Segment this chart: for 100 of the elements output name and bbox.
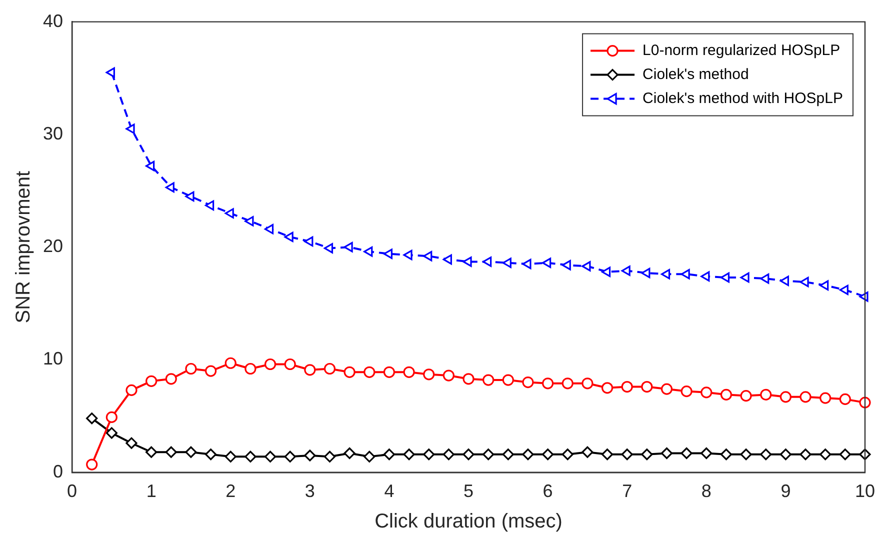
- point: [126, 384, 138, 396]
- legend-label: Ciolek's method: [642, 66, 749, 83]
- point: [800, 391, 812, 403]
- point: [442, 254, 452, 265]
- point: [244, 450, 256, 462]
- point: [780, 391, 792, 403]
- point: [641, 268, 650, 278]
- point: [185, 191, 194, 202]
- point: [185, 446, 197, 458]
- point: [204, 365, 217, 377]
- point: [204, 448, 217, 460]
- point: [780, 448, 792, 460]
- point: [204, 200, 214, 211]
- point: [760, 448, 772, 460]
- point: [364, 366, 376, 378]
- point: [562, 378, 574, 390]
- point: [859, 292, 868, 302]
- point: [324, 362, 336, 375]
- x-tick-label: 6: [542, 481, 553, 502]
- legend-label: Ciolek's method with HOSpLP: [642, 90, 843, 107]
- point: [264, 224, 274, 234]
- point: [304, 364, 316, 376]
- point: [760, 388, 772, 400]
- point: [502, 448, 514, 460]
- legend-label: L0-norm regularized HOSpLP: [642, 42, 840, 59]
- point: [680, 385, 692, 398]
- point: [582, 446, 594, 458]
- point: [324, 450, 336, 462]
- point: [126, 124, 135, 134]
- point: [482, 256, 492, 267]
- point: [502, 374, 514, 386]
- point: [760, 274, 770, 284]
- point: [522, 376, 534, 388]
- point: [562, 448, 574, 460]
- point: [800, 276, 809, 288]
- point: [165, 446, 177, 458]
- point: [820, 280, 829, 291]
- point: [165, 373, 177, 385]
- point: [820, 392, 832, 404]
- point: [344, 242, 353, 252]
- point: [344, 366, 356, 378]
- point: [859, 396, 871, 408]
- point: [700, 271, 710, 282]
- point: [502, 258, 512, 268]
- x-tick-label: 3: [304, 481, 315, 502]
- point: [423, 368, 435, 380]
- point: [700, 386, 712, 398]
- point: [582, 378, 594, 390]
- point: [601, 382, 614, 394]
- point: [621, 448, 633, 460]
- point: [740, 448, 752, 460]
- y-tick-label: 20: [42, 236, 64, 256]
- point: [621, 266, 630, 276]
- point: [542, 378, 554, 390]
- point: [264, 450, 276, 462]
- point: [324, 243, 334, 254]
- point: [601, 448, 614, 460]
- point: [601, 266, 611, 278]
- x-tick-label: 10: [854, 481, 876, 502]
- point: [680, 447, 692, 460]
- point: [284, 232, 294, 242]
- point: [740, 272, 750, 283]
- point: [224, 450, 236, 462]
- point: [740, 390, 752, 402]
- point: [423, 250, 432, 262]
- point: [284, 450, 296, 462]
- point: [462, 256, 472, 267]
- point: [641, 380, 653, 393]
- y-tick-label: 30: [42, 123, 64, 144]
- point: [780, 276, 789, 286]
- point: [442, 370, 454, 382]
- point: [482, 374, 494, 386]
- point: [423, 448, 435, 460]
- y-tick-label: 40: [42, 10, 64, 31]
- point: [244, 216, 254, 226]
- point: [244, 362, 256, 375]
- y-axis-title: SNR improvment: [12, 170, 35, 324]
- point: [680, 269, 690, 280]
- point: [304, 236, 314, 247]
- x-tick-label: 5: [464, 481, 474, 502]
- point: [641, 448, 653, 460]
- point: [224, 357, 236, 369]
- x-tick-label: 4: [384, 481, 394, 502]
- point: [146, 446, 158, 458]
- point: [146, 375, 158, 387]
- x-tick-label: 7: [622, 481, 632, 502]
- point: [264, 358, 276, 370]
- x-tick-label: 0: [67, 481, 78, 502]
- point: [839, 448, 851, 460]
- point: [403, 448, 415, 460]
- point: [482, 448, 494, 460]
- x-tick-label: 8: [701, 481, 712, 502]
- point: [720, 448, 732, 460]
- point: [106, 411, 118, 423]
- point: [720, 272, 730, 283]
- point: [720, 388, 732, 400]
- point: [224, 208, 234, 218]
- x-tick-label: 1: [146, 481, 156, 502]
- x-tick-label: 9: [780, 481, 791, 502]
- point: [86, 412, 98, 424]
